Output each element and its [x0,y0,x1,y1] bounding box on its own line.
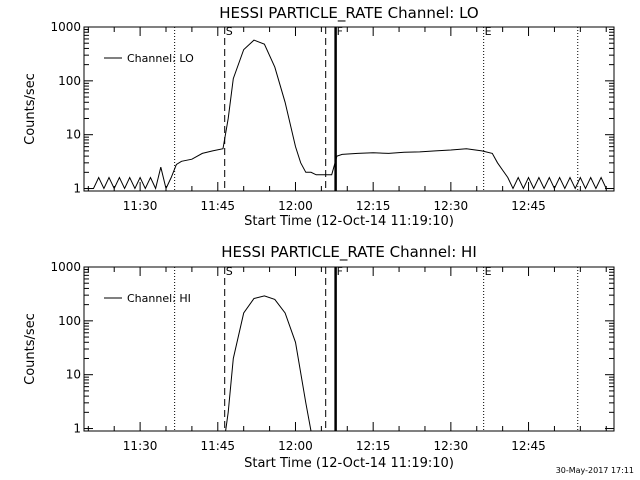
footer-timestamp: 30-May-2017 17:11 [555,466,634,475]
x-axis-label: Start Time (12-Oct-14 11:19:10) [244,456,454,471]
marker-label: S [226,265,233,278]
x-tick-label: 12:15 [356,199,391,213]
x-tick-label: 11:45 [200,439,235,453]
y-tick-label: 100 [58,74,81,88]
chart-panel-1: HESSI PARTICLE_RATE Channel: LO 1 10 100 100… [23,4,615,229]
x-tick-label: 12:00 [278,439,313,453]
y-axis-label: Counts/sec [23,313,38,385]
series-line [84,39,614,191]
marker-label: S [226,25,233,38]
y-tick-label: 1000 [50,20,81,34]
marker-label: F [337,25,343,38]
y-axis-label: Counts/sec [23,73,38,145]
x-tick-label: 12:45 [511,199,546,213]
marker-label: E [485,25,492,38]
y-tick-label: 1 [73,422,81,436]
x-axis-label: Start Time (12-Oct-14 11:19:10) [244,214,454,229]
marker-label: F [337,265,343,278]
chart-title: HESSI PARTICLE_RATE Channel: LO [219,4,478,23]
chart-title: HESSI PARTICLE_RATE Channel: HI [221,243,477,262]
series-line [225,295,312,432]
x-tick-label: 12:00 [278,199,313,213]
x-tick-label: 11:45 [200,199,235,213]
y-tick-label: 100 [58,314,81,328]
legend-label: Channel: HI [127,292,191,305]
x-tick-label: 11:30 [123,199,158,213]
x-tick-label: 12:30 [434,439,469,453]
x-tick-label: 12:30 [434,199,469,213]
chart-panel-2: HESSI PARTICLE_RATE Channel: HI 1 10 100 100… [23,243,615,471]
legend-label: Channel: LO [127,52,194,65]
y-tick-label: 1000 [50,260,81,274]
y-tick-label: 10 [66,128,81,142]
x-tick-label: 12:15 [356,439,391,453]
y-tick-label: 10 [66,368,81,382]
marker-label: E [485,265,492,278]
x-tick-label: 12:45 [511,439,546,453]
y-tick-label: 1 [73,182,81,196]
x-tick-label: 11:30 [123,439,158,453]
